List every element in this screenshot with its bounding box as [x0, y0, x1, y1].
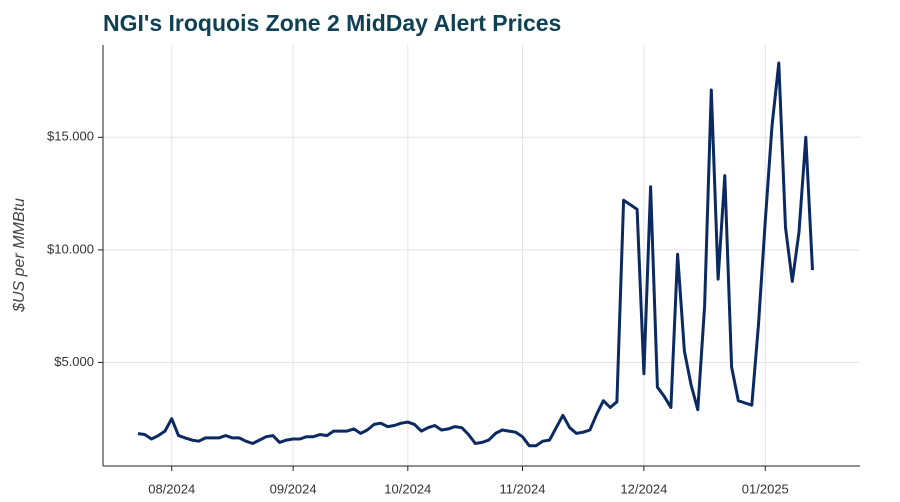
y-tick-label: $10.000: [47, 241, 94, 256]
x-tick-label: 01/2025: [742, 481, 789, 496]
x-tick-label: 11/2024: [499, 481, 545, 496]
x-tick-label: 12/2024: [620, 481, 667, 496]
y-axis-label: $US per MMBtu: [11, 198, 28, 313]
y-tick-label: $5.000: [54, 354, 94, 369]
chart-title: NGI's Iroquois Zone 2 MidDay Alert Price…: [103, 10, 561, 36]
y-tick-label: $15.000: [47, 129, 94, 144]
x-tick-label: 10/2024: [384, 481, 431, 496]
x-tick-label: 08/2024: [148, 481, 195, 496]
x-tick-label: 09/2024: [270, 481, 317, 496]
price-line: [137, 61, 814, 448]
